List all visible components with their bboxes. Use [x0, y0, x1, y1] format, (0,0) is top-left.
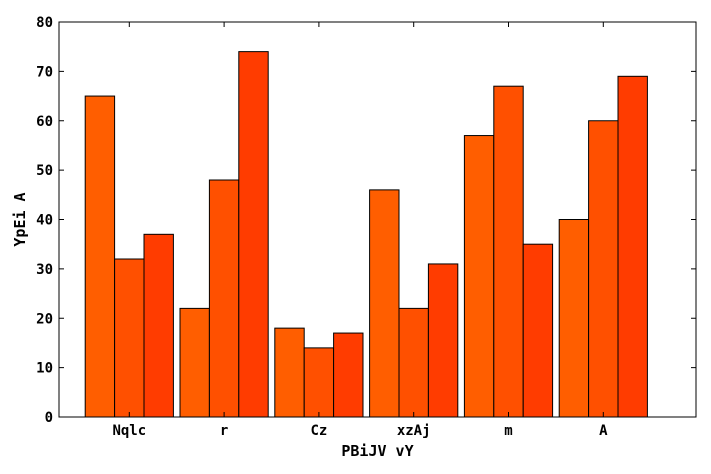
x-tick-label: r — [220, 423, 228, 439]
x-axis-label: PBiJV vY — [341, 442, 413, 460]
y-tick-label: 80 — [36, 15, 53, 31]
bar-A-s2 — [588, 120, 619, 418]
y-axis-label: YpEi A — [11, 192, 29, 246]
bar-Nqlc-s2 — [114, 258, 145, 418]
y-tick-label: 50 — [36, 163, 53, 179]
bar-m-s3 — [522, 243, 554, 418]
bar-m-s2 — [493, 85, 524, 418]
bar-A-s1 — [558, 219, 590, 418]
x-tick-label: m — [504, 423, 512, 439]
bar-xzAj-s1 — [369, 189, 400, 418]
bar-A-s3 — [617, 75, 648, 418]
ticks-layer: Nqlc r Cz xzAj m A 0 10 20 30 40 50 60 70 80 — [36, 15, 696, 439]
x-tick-label: xzAj — [397, 423, 431, 439]
bars-layer — [84, 51, 648, 418]
bar-Nqlc-s3 — [143, 233, 174, 418]
bar-Cz-s2 — [303, 347, 335, 418]
y-tick-label: 20 — [36, 311, 53, 327]
bar-Nqlc-s1 — [84, 95, 116, 418]
bar-r-s1 — [179, 307, 210, 418]
x-tick-label: A — [599, 423, 608, 439]
x-tick-label: Nqlc — [112, 423, 146, 439]
bar-Cz-s3 — [333, 332, 364, 418]
y-tick-label: 30 — [36, 262, 53, 278]
bar-Cz-s1 — [274, 327, 305, 418]
bar-r-s2 — [208, 179, 240, 418]
y-tick-label: 60 — [36, 114, 53, 130]
y-tick-label: 70 — [36, 64, 53, 80]
y-tick-label: 40 — [36, 213, 53, 229]
y-tick-label: 10 — [36, 361, 53, 377]
bar-r-s3 — [238, 51, 269, 418]
bar-xzAj-s2 — [398, 307, 429, 418]
bar-xzAj-s3 — [427, 263, 459, 418]
bar-m-s1 — [463, 135, 495, 418]
x-tick-label: Cz — [310, 423, 327, 439]
y-tick-label: 0 — [45, 410, 53, 426]
